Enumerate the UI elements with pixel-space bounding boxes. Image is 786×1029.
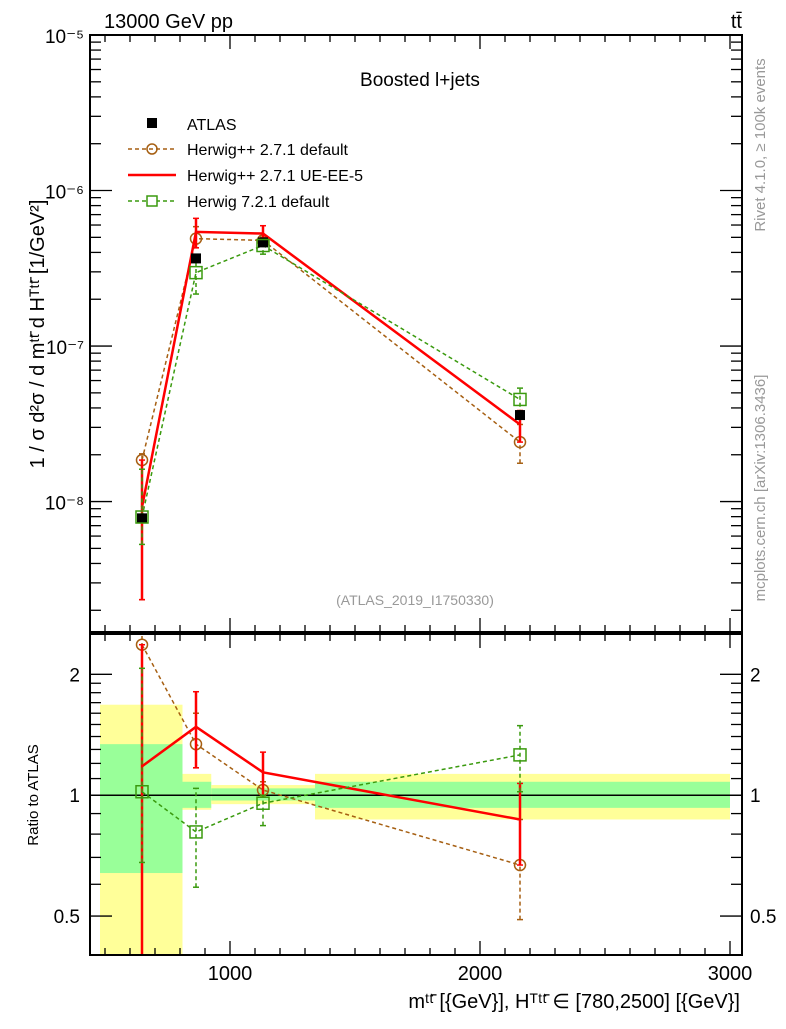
atlas-data-point — [515, 410, 525, 421]
main-marker-square — [135, 510, 149, 524]
x-tick-label: 1000 — [208, 963, 253, 985]
main-series-line-2 — [141, 244, 521, 518]
legend-atlas-marker — [147, 118, 157, 128]
ratio-y-tick-label-right: 1 — [750, 786, 761, 807]
rivet-label: Rivet 4.1.0, ≥ 100k events — [752, 58, 769, 231]
ratio-y-tick-label-right: 2 — [750, 665, 761, 686]
ratio-marker-square — [189, 825, 203, 839]
x-axis-label: mᵗᵗ̄ [{GeV}], Hᵀᵗᵗ̄ ∈ [780,2500] [{GeV}] — [408, 991, 740, 1013]
y-tick-label: 10⁻⁷ — [46, 338, 84, 359]
ratio-y-tick-label: 2 — [69, 665, 80, 686]
ratio-marker-square — [135, 784, 149, 799]
y-tick-label: 10⁻⁵ — [45, 27, 84, 48]
ratio-frame — [89, 633, 743, 956]
legend-herwig7-marker — [146, 195, 158, 207]
legend-herwig7-label: Herwig 7.2.1 default — [187, 194, 330, 211]
legend-herwigpp-default-marker — [146, 143, 158, 155]
ratio-marker-square — [256, 796, 270, 810]
mcplots-label: mcplots.cern.ch [arXiv:1306.3436] — [752, 375, 769, 602]
legend: ATLAS Herwig++ 2.7.1 default Herwig++ 2.… — [128, 117, 363, 211]
main-marker-square — [256, 238, 270, 253]
chart-title: Boosted l+jets — [360, 70, 480, 91]
atlas-data-point — [137, 513, 147, 524]
y-tick-label: 10⁻⁸ — [45, 494, 84, 515]
analysis-id: (ATLAS_2019_I1750330) — [336, 592, 494, 608]
header-right: tt̄ — [731, 11, 743, 33]
ratio-series-line-0 — [141, 644, 521, 866]
main-frame — [89, 34, 743, 633]
legend-ue-ee-5-label: Herwig++ 2.7.1 UE-EE-5 — [187, 168, 363, 185]
main-series-line-0 — [141, 237, 521, 461]
ratio-y-tick-label-right: 0.5 — [750, 907, 776, 928]
y-tick-label: 10⁻⁶ — [45, 183, 84, 204]
main-marker-square — [189, 265, 203, 280]
x-tick-label: 3000 — [708, 963, 753, 985]
ratio-series-line-1 — [141, 725, 521, 821]
ratio-y-tick-label: 0.5 — [54, 907, 80, 928]
main-marker-square — [513, 392, 527, 407]
legend-herwigpp-default-label: Herwig++ 2.7.1 default — [187, 142, 349, 159]
atlas-data-point — [258, 237, 268, 248]
x-tick-label: 2000 — [458, 963, 503, 985]
atlas-data-point — [191, 253, 201, 264]
ratio-marker-square — [513, 748, 527, 762]
main-series-line-1 — [140, 230, 521, 508]
ratio-y-tick-label: 1 — [69, 786, 80, 807]
ratio-y-axis-label: Ratio to ATLAS — [25, 744, 42, 845]
y-axis-label: 1 / σ d²σ / d mᵗᵗ̄ d Hᵀᵗᵗ̄ [1/GeV²] — [27, 200, 49, 469]
legend-atlas-label: ATLAS — [187, 117, 237, 134]
header-left: 13000 GeV pp — [104, 11, 233, 33]
